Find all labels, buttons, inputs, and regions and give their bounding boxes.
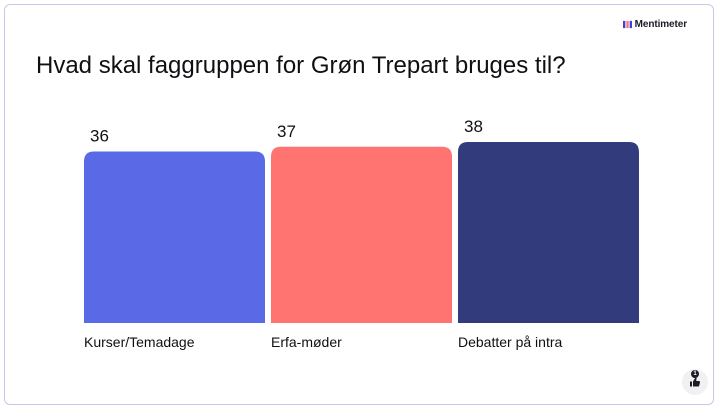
brand-name: Mentimeter — [634, 19, 687, 30]
reaction-count: 1 — [691, 370, 699, 378]
value-label-2: 37 — [277, 122, 296, 141]
bar-1 — [84, 151, 265, 323]
value-label-3: 38 — [464, 117, 483, 136]
category-label-2: Erfa-møder — [271, 334, 342, 350]
brand: Mentimeter — [622, 19, 687, 30]
value-label-1: 36 — [90, 127, 109, 146]
thumbs-up-icon — [690, 377, 701, 387]
bar-3 — [458, 142, 639, 323]
bar-2 — [271, 146, 452, 323]
mentimeter-logo-icon — [622, 20, 632, 29]
category-label-3: Debatter på intra — [458, 334, 562, 350]
chart-title: Hvad skal faggruppen for Grøn Trepart br… — [36, 52, 566, 79]
reaction-button[interactable]: 1 — [682, 369, 708, 395]
category-label-1: Kurser/Temadage — [84, 334, 195, 350]
